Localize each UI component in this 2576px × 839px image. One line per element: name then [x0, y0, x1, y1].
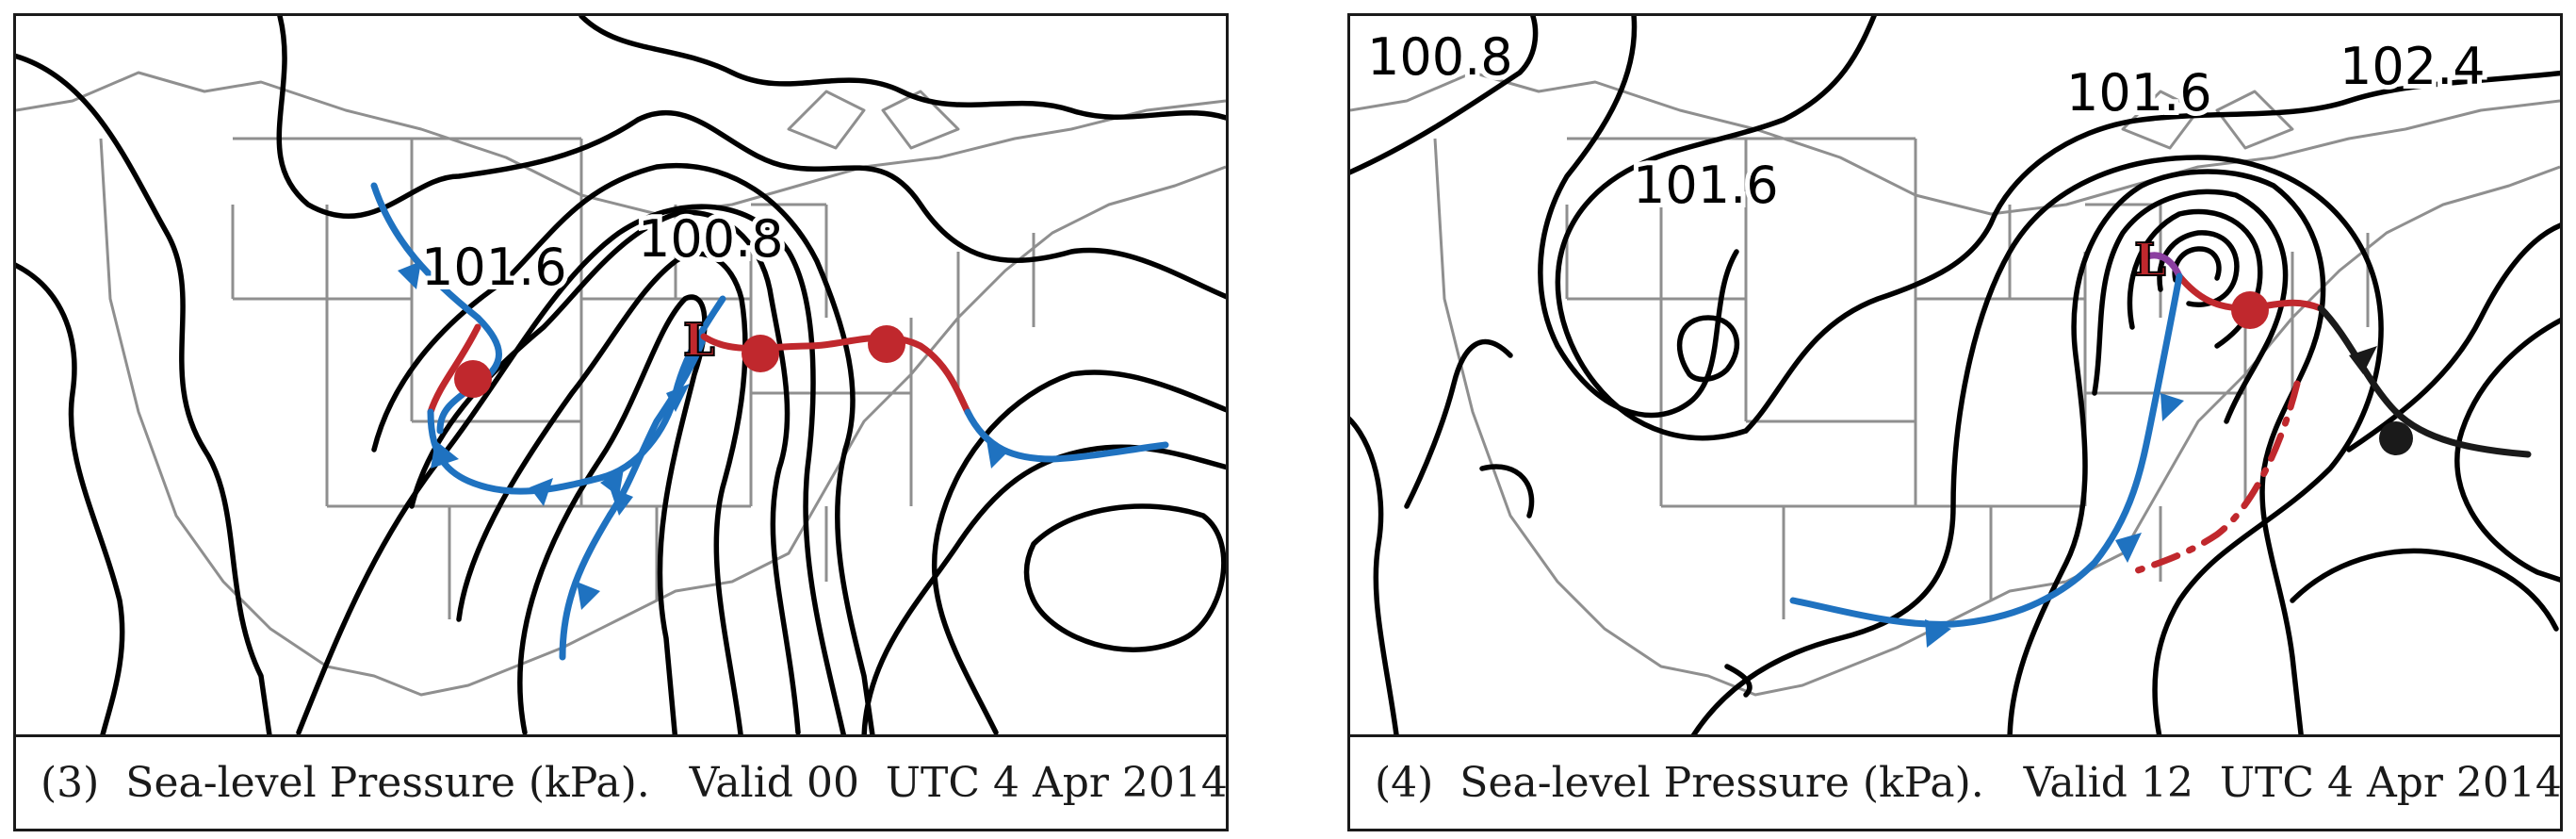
isobars — [1350, 16, 2560, 734]
cold-front-arc — [427, 295, 726, 495]
map-panel-00utc: L 101.6 100.8 (3) Sea-level Pressure (kP… — [13, 13, 1229, 831]
warm-front-west — [427, 323, 481, 416]
isobar-label-101-6-north: 101.6 — [2066, 63, 2212, 123]
isobars — [16, 16, 1226, 734]
low-pressure-symbol: L — [683, 314, 715, 367]
isobar-label-101-6-west: 101.6 — [1633, 156, 1779, 215]
cold-front-north — [370, 182, 502, 435]
pressure-map: L 100.8 101.6 101.6 102.4 — [1350, 16, 2560, 734]
low-pressure-symbol: L — [2134, 234, 2166, 287]
isobar-label-100-8: 100.8 — [1367, 27, 1513, 87]
fronts — [370, 182, 1169, 661]
map-panel-12utc: L 100.8 101.6 101.6 102.4 (4) Sea-level … — [1347, 13, 2563, 831]
isobar-label-100-8: 100.8 — [638, 209, 784, 269]
dryline — [2144, 252, 2183, 280]
isobar-label-101-6: 101.6 — [421, 238, 567, 297]
geography — [1350, 71, 2560, 697]
cold-front-south — [559, 333, 708, 661]
fronts — [1789, 252, 2532, 648]
map-svg: L 100.8 101.6 101.6 102.4 — [1350, 16, 2560, 734]
cold-front — [1789, 272, 2183, 628]
pressure-map: L 101.6 100.8 — [16, 16, 1226, 734]
occluded-front — [2317, 304, 2532, 458]
trough-line — [2128, 380, 2301, 576]
isobar-label-102-4: 102.4 — [2340, 37, 2486, 96]
map-caption: (3) Sea-level Pressure (kPa). Valid 00 U… — [16, 734, 1228, 829]
map-caption: (4) Sea-level Pressure (kPa). Valid 12 U… — [1350, 734, 2562, 829]
cold-front-east — [964, 408, 1169, 463]
map-svg: L 101.6 100.8 — [16, 16, 1226, 734]
